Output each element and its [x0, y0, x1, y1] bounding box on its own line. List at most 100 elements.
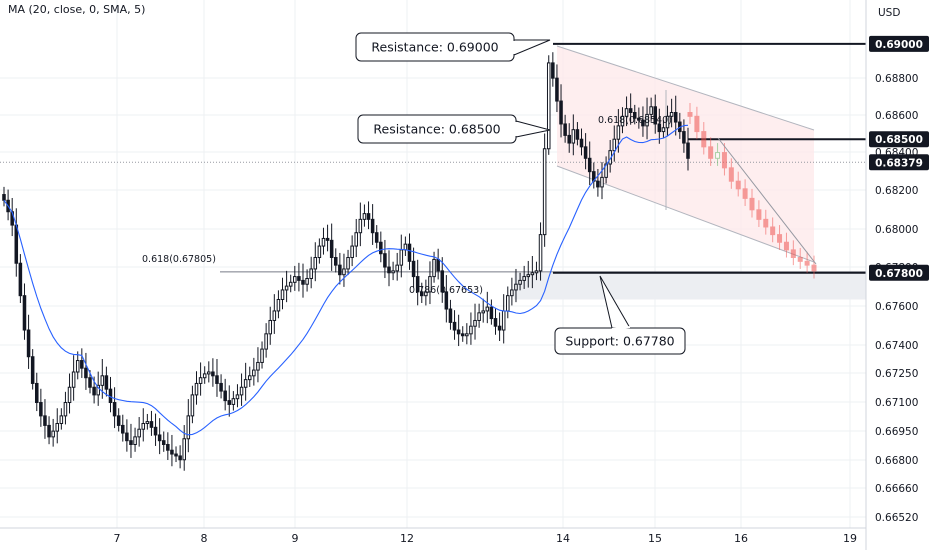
candle	[514, 283, 518, 291]
candle	[116, 415, 121, 426]
candle	[596, 180, 600, 188]
candle	[649, 106, 653, 115]
projected-candle	[749, 197, 755, 211]
currency-label: USD	[878, 7, 900, 19]
candle	[276, 298, 281, 312]
candle	[452, 321, 457, 331]
candle	[456, 329, 461, 335]
candle	[497, 325, 502, 331]
candle	[288, 281, 293, 287]
candle	[420, 291, 424, 297]
candle	[153, 426, 158, 436]
price-label-badge	[869, 154, 929, 171]
time-tick-label: 7	[114, 532, 121, 545]
candle	[391, 270, 395, 274]
candle	[211, 371, 215, 377]
candle	[583, 146, 588, 159]
candle	[440, 270, 445, 293]
moving-average-line	[3, 124, 689, 436]
candle	[473, 319, 477, 327]
time-tick-label: 12	[400, 532, 414, 545]
projected-candle	[735, 180, 741, 190]
candle	[30, 356, 35, 384]
candle	[632, 112, 637, 119]
candle	[145, 421, 150, 425]
candle	[538, 234, 543, 272]
candle	[358, 218, 363, 234]
candle	[92, 386, 96, 396]
candle	[26, 329, 31, 358]
candle	[39, 402, 43, 417]
candle	[247, 375, 252, 381]
candle	[18, 262, 23, 297]
candle	[395, 264, 399, 272]
projected-candle	[708, 146, 714, 159]
candle	[125, 432, 129, 442]
candle	[297, 276, 301, 281]
candle	[80, 360, 84, 369]
candle	[444, 291, 449, 310]
projected-candle	[797, 257, 803, 262]
candle	[481, 310, 485, 314]
annotation-callout[interactable]: Resistance: 0.68500	[357, 114, 551, 144]
candle	[374, 232, 379, 243]
price-label-badge	[869, 264, 929, 281]
candle	[202, 373, 207, 379]
candle	[215, 375, 219, 384]
candle	[432, 258, 436, 278]
candle	[641, 119, 645, 127]
candle	[407, 243, 412, 262]
candle	[84, 367, 88, 379]
candle	[362, 213, 367, 220]
candle	[612, 138, 617, 152]
candle	[137, 428, 141, 438]
candle	[67, 386, 72, 404]
candle	[379, 241, 383, 255]
projected-candles	[687, 102, 817, 279]
candle	[272, 310, 277, 321]
channel-lower-line	[556, 165, 815, 263]
projected-candle	[701, 131, 707, 148]
annotation-callout[interactable]: Resistance: 0.69000	[355, 32, 551, 62]
price-label-text: 0.67800	[875, 268, 923, 280]
callout-pointer	[513, 39, 551, 56]
annotation-callout[interactable]: Support: 0.67780	[554, 275, 686, 355]
candle	[59, 415, 64, 425]
candle	[280, 289, 285, 300]
candle	[178, 455, 182, 461]
candle	[399, 249, 404, 266]
candle	[284, 285, 289, 291]
projected-candle	[811, 264, 817, 272]
candle	[235, 394, 240, 400]
projection-trend-line	[717, 137, 817, 265]
candle	[571, 129, 576, 144]
candle	[366, 213, 371, 220]
candle	[506, 295, 510, 312]
candle	[587, 157, 592, 173]
candle	[243, 379, 248, 388]
candle	[387, 266, 391, 274]
candle	[448, 308, 453, 323]
price-tick-label: 0.67250	[875, 368, 918, 380]
projected-candle	[763, 218, 769, 228]
time-axis: 7 8 9 12 14 15 16 19	[0, 527, 866, 545]
candle	[465, 333, 469, 337]
projected-candle	[742, 188, 748, 199]
candle	[166, 443, 170, 451]
time-tick-label: 8	[201, 532, 208, 545]
candle	[186, 415, 191, 440]
candle	[219, 382, 223, 392]
candle	[620, 115, 625, 127]
candles	[2, 52, 690, 471]
candle	[293, 276, 297, 283]
channel-upper-line	[556, 45, 815, 131]
projected-candle	[770, 226, 776, 236]
candle	[657, 123, 662, 133]
candle	[579, 138, 584, 148]
candle	[321, 237, 326, 247]
candle	[546, 62, 551, 150]
price-tick-label: 0.67400	[875, 340, 918, 352]
price-axis: USD0.688000.686000.684000.682000.680000.…	[865, 0, 932, 550]
